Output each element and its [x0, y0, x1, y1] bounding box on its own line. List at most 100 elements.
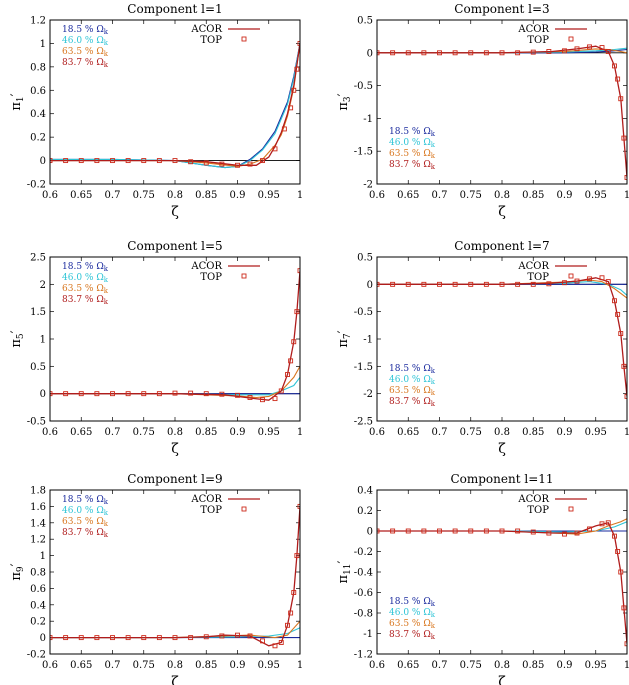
chart-panel-3: Component l=7 0.6 0.65 0.7 0.75 0.8 0.85 0.9 0.9… [336, 239, 629, 457]
top-marker [63, 635, 69, 641]
top-marker [291, 590, 297, 595]
chart-data-area [377, 275, 627, 399]
rotation-label-1: 46.0 % Ωk [389, 608, 436, 619]
top-marker [574, 46, 580, 52]
rotation-label-sub: k [104, 520, 109, 528]
rotation-label-sub: k [104, 509, 109, 517]
top-marker [421, 281, 427, 287]
x-tick-label: 0.8 [167, 190, 183, 201]
top-marker [203, 160, 209, 166]
series-line-3 [377, 45, 627, 178]
rotation-label-3: 83.7 % Ωk [62, 58, 109, 69]
top-marker [599, 521, 605, 527]
legend-acor-label: ACOR [190, 24, 222, 35]
rotation-label-3: 83.7 % Ωk [389, 397, 436, 408]
y-tick-label: 1.8 [30, 486, 46, 497]
y-tick-label: -0.2 [27, 180, 46, 191]
x-axis-label: ζ [498, 204, 506, 220]
x-tick-label: 0.7 [432, 427, 448, 438]
legend-acor-label: ACOR [517, 24, 549, 35]
rotation-label-3: 83.7 % Ωk [389, 630, 436, 641]
top-marker [110, 158, 115, 164]
top-marker [281, 126, 287, 132]
top-marker [235, 162, 240, 168]
plot-frame [49, 489, 301, 655]
y-tick-label: 0 [40, 633, 46, 644]
chart-title: Component l=1 [127, 2, 222, 16]
y-axis-label-prime: ′ [9, 93, 24, 96]
rotation-label-1: 46.0 % Ωk [389, 375, 436, 386]
x-tick-label: 0.75 [133, 660, 155, 671]
y-tick-label: -1 [363, 335, 373, 346]
x-tick-label: 0.85 [522, 190, 544, 201]
y-tick-label: 0.6 [30, 86, 46, 97]
top-marker [562, 531, 567, 537]
top-marker [437, 528, 442, 534]
y-tick-label: 1 [40, 39, 46, 50]
legend-top-marker [568, 273, 574, 279]
rotation-label-text: 46.0 % Ω [62, 36, 104, 46]
y-tick-label: -1 [363, 114, 373, 125]
x-tick-label: 0.75 [460, 660, 482, 671]
top-marker [63, 391, 69, 397]
top-marker [605, 49, 611, 54]
top-marker [515, 528, 521, 534]
top-marker [437, 281, 442, 287]
top-marker [288, 105, 294, 111]
rotation-label-sub: k [104, 50, 109, 58]
y-tick-label: -0.6 [354, 588, 373, 599]
y-tick-label: 0 [40, 156, 46, 167]
top-marker [294, 553, 300, 559]
y-tick-label: -2 [363, 389, 373, 400]
x-tick-label: 0.8 [494, 190, 510, 201]
top-marker [618, 569, 624, 575]
y-tick-label: 1.6 [30, 502, 46, 513]
rotation-label-1: 46.0 % Ωk [389, 138, 436, 149]
top-marker [546, 530, 552, 536]
rotation-label-sub: k [104, 265, 109, 273]
chart-title: Component l=11 [450, 472, 553, 486]
x-tick-label: 0.75 [133, 190, 155, 201]
top-marker [285, 372, 290, 377]
plot-frame [376, 19, 628, 185]
top-marker [156, 635, 162, 641]
rotation-label-2: 63.5 % Ωk [62, 517, 109, 528]
y-tick-label: 2.5 [30, 253, 46, 264]
rotation-label-1: 46.0 % Ωk [62, 36, 109, 47]
y-tick-label: -1 [363, 629, 373, 640]
top-marker [483, 50, 489, 56]
top-marker [125, 391, 131, 397]
rotation-label-sub: k [104, 287, 109, 295]
chart-panel-1: Component l=3 0.6 0.65 0.7 0.75 0.8 0.85 0.9 0.9… [336, 2, 629, 220]
top-marker [530, 529, 536, 535]
top-marker [125, 158, 131, 164]
x-tick-label: 0.6 [369, 427, 385, 438]
rotation-label-text: 18.5 % Ω [62, 262, 104, 272]
x-tick-label: 0.6 [42, 660, 58, 671]
rotation-label-text: 46.0 % Ω [62, 506, 104, 516]
rotation-label-text: 46.0 % Ω [389, 608, 431, 618]
top-marker [247, 395, 253, 400]
x-tick-label: 0.9 [230, 190, 246, 201]
rotation-label-text: 63.5 % Ω [389, 619, 431, 629]
top-marker [530, 281, 536, 287]
top-marker [94, 635, 100, 641]
chart-title: Component l=9 [127, 472, 222, 486]
y-tick-label: -2 [363, 180, 373, 191]
rotation-label-text: 46.0 % Ω [389, 138, 431, 148]
y-tick-label: 2 [40, 280, 46, 291]
top-marker [156, 158, 162, 164]
y-axis-label-subscript: 5 [16, 333, 26, 339]
legend-top-label: TOP [527, 35, 549, 46]
top-marker [452, 528, 458, 534]
rotation-label-sub: k [104, 498, 109, 506]
y-tick-label: 0.8 [30, 568, 46, 579]
legend-top-marker [568, 36, 574, 42]
top-marker [515, 281, 521, 287]
plot-frame [49, 256, 301, 422]
plot-frame [49, 19, 301, 185]
legend-top-marker [241, 36, 247, 42]
y-tick-label: 0 [367, 48, 373, 59]
rotation-label-sub: k [431, 367, 436, 375]
